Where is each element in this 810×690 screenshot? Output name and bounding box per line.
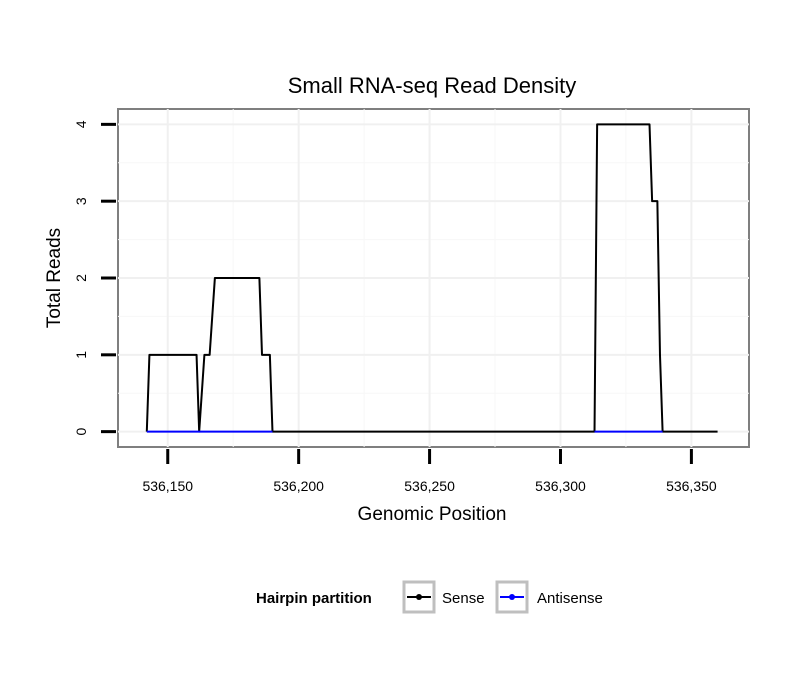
legend-label-antisense: Antisense (537, 590, 603, 607)
legend-key-dot-antisense (509, 594, 515, 600)
y-axis: 0 1 2 3 4 (73, 120, 116, 436)
legend-label-sense: Sense (442, 590, 485, 607)
legend: Hairpin partition Sense Antisense (256, 580, 603, 614)
y-axis-title: Total Reads (44, 228, 65, 328)
y-tick-label: 0 (73, 428, 89, 436)
legend-entry-sense: Sense (402, 580, 485, 614)
legend-entry-antisense: Antisense (495, 580, 603, 614)
y-tick-label: 4 (73, 120, 89, 128)
y-tick-label: 2 (73, 274, 89, 282)
series-layer (145, 123, 718, 433)
x-tick-label: 536,150 (142, 478, 193, 494)
plot-panel (117, 108, 750, 448)
x-axis: 536,150 536,200 536,250 536,300 536,350 (142, 449, 717, 494)
x-tick-label: 536,200 (273, 478, 324, 494)
chart-title: Small RNA-seq Read Density (288, 73, 577, 98)
x-tick-label: 536,300 (535, 478, 586, 494)
legend-title: Hairpin partition (256, 590, 372, 607)
y-tick-label: 1 (73, 351, 89, 359)
x-tick-label: 536,350 (666, 478, 717, 494)
legend-key-dot-sense (416, 594, 422, 600)
y-tick-label: 3 (73, 197, 89, 205)
x-tick-label: 536,250 (404, 478, 455, 494)
x-axis-title: Genomic Position (358, 504, 507, 525)
